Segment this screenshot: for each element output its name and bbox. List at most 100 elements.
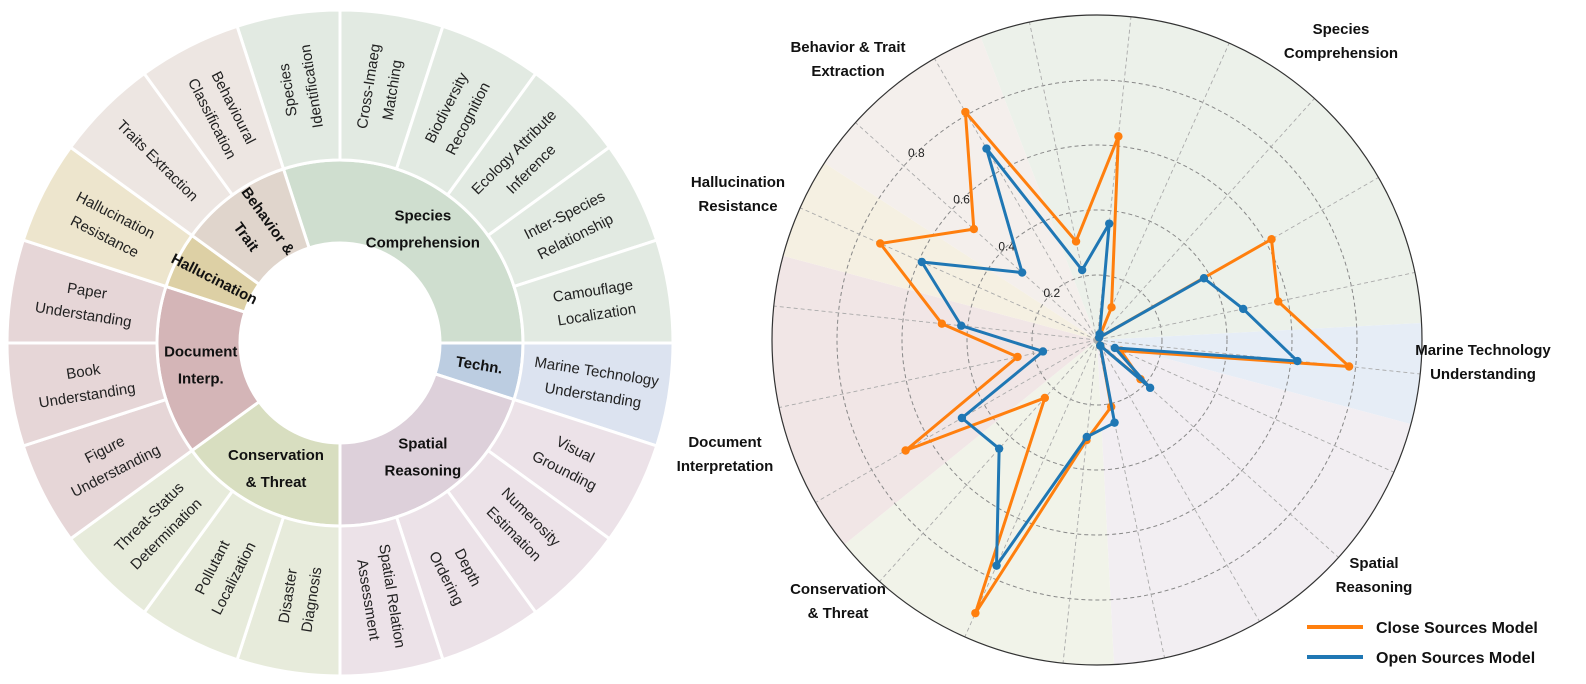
radar-data-point	[1110, 418, 1119, 427]
radar-data-point	[1013, 352, 1022, 362]
sunburst-chart: Species ComprehensionSpeciesIdentificatio…	[5, 8, 675, 678]
radar-tick-label: 0.8	[908, 146, 925, 160]
radar-data-point	[1096, 341, 1105, 350]
sunburst-group-label-line: Reasoning	[385, 463, 462, 480]
radar-group-label: Species Comprehension	[1284, 21, 1398, 62]
radar-group-background	[783, 162, 1097, 340]
radar-group-label-line: Interpretation	[677, 458, 774, 475]
radar-data-point	[1293, 356, 1302, 366]
radar-data-point	[992, 561, 1001, 570]
radar-grid-ring	[901, 144, 1293, 536]
radar-group-label-line: Extraction	[811, 63, 884, 80]
radar-data-point	[1110, 343, 1120, 353]
radar-data-point	[1105, 219, 1114, 228]
radar-axis-spoke	[879, 339, 1098, 582]
radar-group-background	[824, 36, 1097, 340]
radar-axis-spoke	[773, 305, 1098, 341]
radar-axis-spoke	[1096, 339, 1339, 558]
radar-data-point	[1145, 383, 1155, 393]
radar-grid-ring	[966, 209, 1228, 471]
radar-axis-spoke	[1096, 98, 1315, 341]
radar-data-point	[876, 239, 885, 248]
radar-data-point	[969, 224, 979, 234]
radar-group-label-line: Behavior & Trait	[790, 39, 905, 56]
radar-group-background	[772, 255, 1097, 545]
radar-group-label-line: Marine Technology	[1415, 342, 1551, 359]
legend-label: Open Sources Model	[1376, 650, 1535, 667]
radar-group-label: Hallucination Resistance	[691, 174, 785, 215]
radar-axis-spoke	[1096, 339, 1395, 473]
sunburst-group-label: Document Interp.	[164, 344, 237, 388]
radar-group-label: Document Interpretation	[677, 434, 774, 475]
radar-tick-label: 0.4	[998, 239, 1015, 253]
radar-axis-spoke	[1096, 339, 1260, 622]
radar-grid-ring	[1031, 274, 1163, 406]
legend-label: Close Sources Model	[1376, 620, 1538, 637]
radar-data-point	[917, 257, 927, 267]
sunburst-group-label-line: & Threat	[246, 474, 307, 491]
sunburst-group-label: Species Comprehension	[366, 207, 480, 251]
radar-axis-spoke	[1062, 339, 1098, 664]
sunburst-group-label: Spatial Reasoning	[385, 436, 462, 480]
radar-group-label-line: Species	[1313, 21, 1370, 38]
radar-data-point	[994, 444, 1004, 453]
sunburst-group-label-line: Interp.	[178, 371, 224, 388]
radar-axis-spoke	[1096, 16, 1132, 341]
radar-group-label: Conservation & Threat	[790, 581, 886, 622]
radar-data-point	[957, 413, 967, 423]
radar-axis-spoke	[815, 339, 1098, 503]
radar-grid-ring	[836, 79, 1358, 601]
radar-group-background	[1097, 322, 1422, 425]
sunburst-item-segment	[142, 24, 286, 198]
radar-group-label-line: Reasoning	[1336, 579, 1413, 596]
radar-axis-spoke	[1096, 339, 1166, 658]
radar-data-point	[1274, 297, 1283, 306]
radar-group-label-line: Understanding	[1430, 366, 1536, 383]
radar-axis-spoke	[1096, 42, 1230, 341]
radar-data-point	[1071, 237, 1081, 246]
sunburst-group-label-line: Document	[164, 344, 237, 361]
radar-outer-ring	[771, 14, 1423, 666]
radar-group-background	[844, 340, 1115, 666]
radar-data-point	[1094, 333, 1104, 342]
radar-tick-label: 0.6	[953, 193, 970, 207]
radar-group-label-line: Conservation	[790, 581, 886, 598]
radar-group-label: Spatial Reasoning	[1336, 555, 1413, 596]
radar-group-label-line: Hallucination	[691, 174, 785, 191]
sunburst-group-label-line: Species	[395, 207, 452, 224]
radar-group-label-line: Document	[688, 434, 761, 451]
radar-data-point	[1038, 347, 1048, 356]
radar-data-point	[1239, 304, 1248, 314]
radar-group-label-line: Spatial	[1349, 555, 1398, 572]
sunburst-item-label-line: Book	[65, 361, 102, 383]
radar-data-point	[971, 608, 980, 618]
sunburst-item-label-line: Paper	[66, 280, 108, 303]
radar-data-point	[961, 107, 970, 117]
radar-data-point	[982, 144, 991, 153]
radar-data-point	[957, 321, 966, 330]
radar-group-label-line: Comprehension	[1284, 45, 1398, 62]
radar-axis-spoke	[1028, 22, 1098, 341]
radar-axis-spoke	[934, 58, 1098, 341]
radar-data-point	[901, 446, 910, 455]
radar-data-point	[937, 319, 947, 328]
radar-group-label: Behavior & Trait Extraction	[790, 39, 905, 80]
radar-data-point	[1082, 432, 1092, 442]
sunburst-group-label-line: Conservation	[228, 447, 324, 464]
radar-axis-spoke	[779, 339, 1098, 409]
radar-data-point	[1107, 303, 1116, 312]
radar-data-point	[1114, 132, 1123, 141]
radar-data-point	[1199, 274, 1209, 283]
radar-axis-spoke	[799, 207, 1098, 341]
sunburst-group-label: Conservation & Threat	[228, 447, 324, 491]
radar-data-point	[1344, 362, 1354, 371]
radar-tick-label: 0.2	[1044, 286, 1061, 300]
radar-data-point	[1077, 265, 1087, 275]
sunburst-group-label-line: Comprehension	[366, 234, 480, 251]
radar-data-point	[1040, 393, 1050, 403]
radar-axis-spoke	[964, 339, 1098, 638]
radar-data-point	[1267, 235, 1276, 244]
radar-group-label-line: Resistance	[698, 198, 777, 215]
